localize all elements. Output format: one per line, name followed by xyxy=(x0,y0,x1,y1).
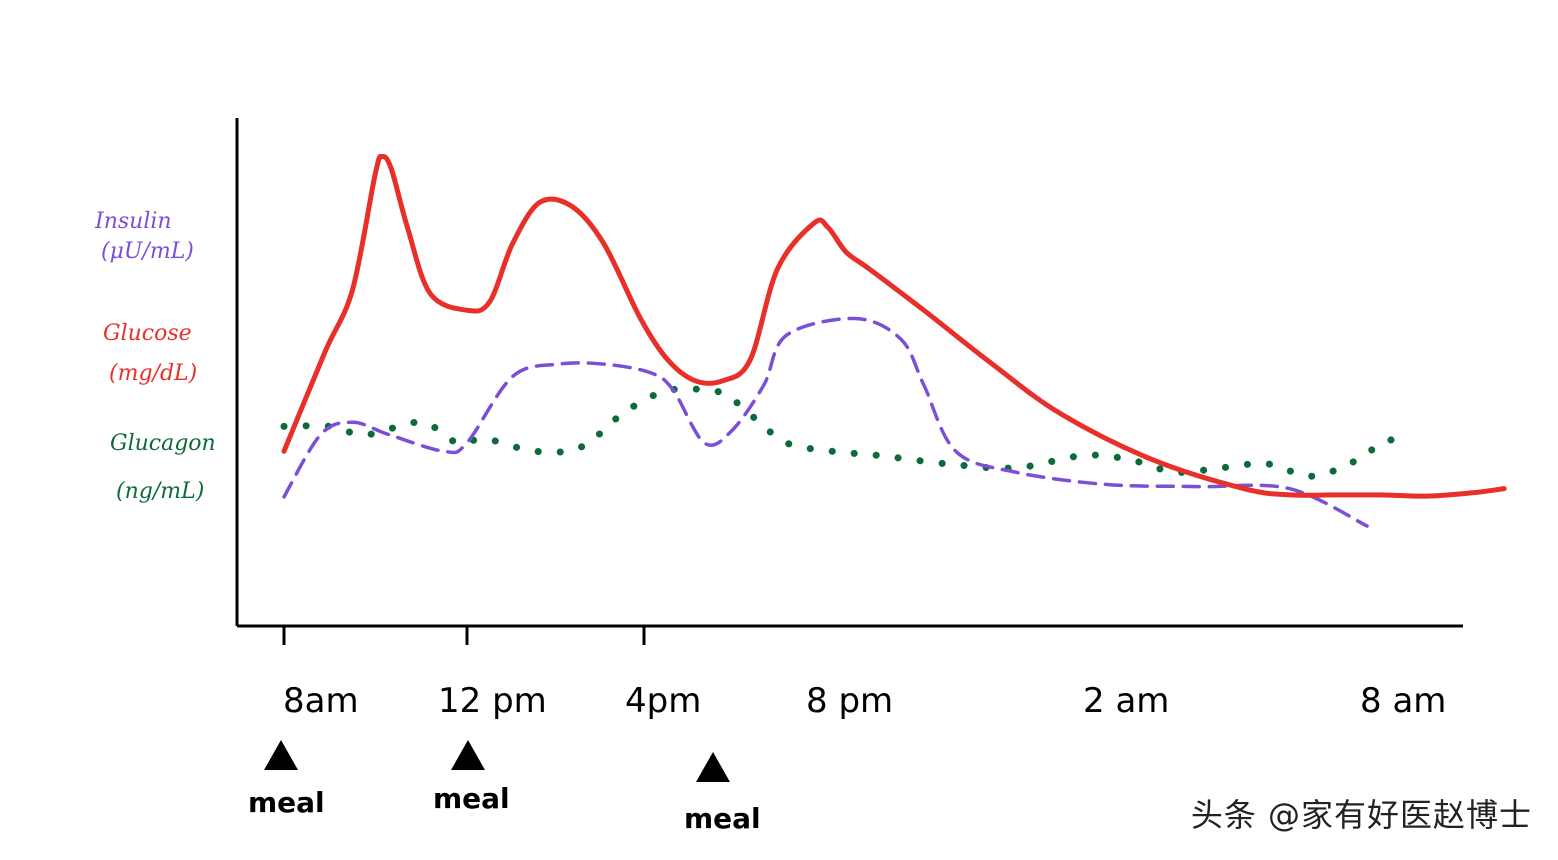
series-line-glucagon xyxy=(280,385,1403,480)
meal-label: meal xyxy=(684,802,761,835)
x-tick-label: 8 am xyxy=(1360,681,1446,721)
series-unit-glucose: (mg/dL) xyxy=(109,361,197,386)
meal-triangle-icon xyxy=(696,752,730,782)
meal-label: meal xyxy=(248,786,325,819)
x-tick-label: 2 am xyxy=(1083,681,1169,721)
series-labels: Glucose (mg/dL) Insulin (μU/mL) Glucagon (ng/… xyxy=(94,209,216,504)
x-tick-label: 8am xyxy=(283,681,359,721)
watermark: 头条 @家有好医赵博士 xyxy=(1190,796,1532,834)
series-unit-insulin: (μU/mL) xyxy=(101,239,194,264)
series-unit-glucagon: (ng/mL) xyxy=(116,479,204,504)
series-line-glucose xyxy=(281,153,1507,499)
series-name-glucose: Glucose xyxy=(103,321,192,346)
axes xyxy=(235,118,1463,628)
x-tick-label: 12 pm xyxy=(438,681,547,721)
x-ticks: 8am 12 pm 4pm 8 pm 2 am 8 am xyxy=(282,626,1446,721)
meal-label: meal xyxy=(433,782,510,815)
meal-markers: meal meal meal xyxy=(248,740,761,835)
meal-triangle-icon xyxy=(264,740,298,770)
series-name-insulin: Insulin xyxy=(94,209,172,234)
series-layer xyxy=(280,153,1507,528)
series-line-insulin xyxy=(282,316,1369,528)
x-tick-label: 4pm xyxy=(625,681,701,721)
x-tick-label: 8 pm xyxy=(806,681,893,721)
meal-triangle-icon xyxy=(451,740,485,770)
series-name-glucagon: Glucagon xyxy=(110,431,216,456)
